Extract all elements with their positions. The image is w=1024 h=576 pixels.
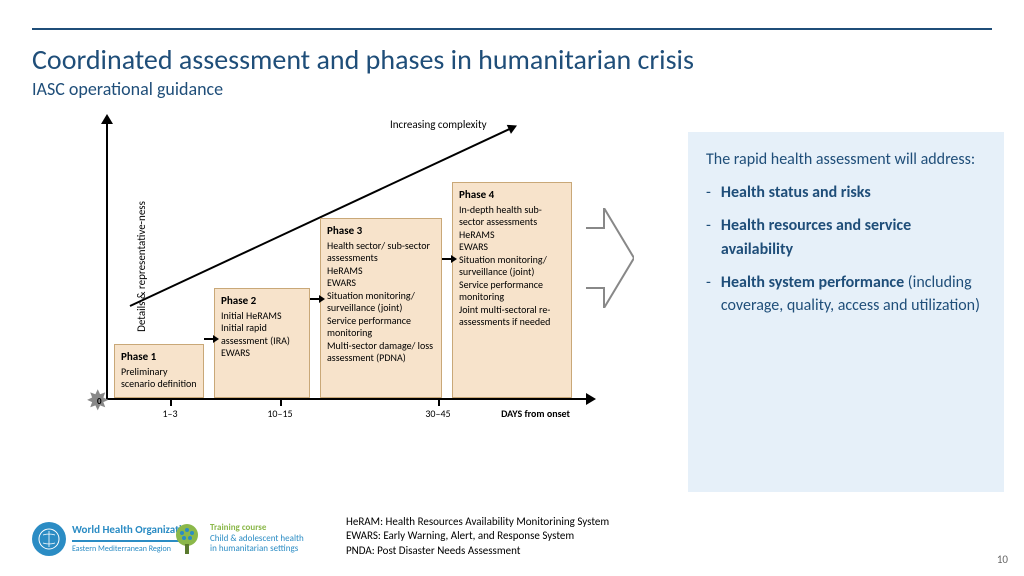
tc-line3: in humanitarian settings — [210, 544, 304, 555]
phase-body-line: Health sector/ sub-sector assessments — [327, 240, 435, 265]
info-lead: The rapid health assessment will address… — [706, 148, 986, 171]
phase-chart: Increasing complexity Details & represen… — [50, 120, 590, 440]
x-tick — [438, 398, 440, 406]
phase-body-line: Situation monitoring/ surveillance (join… — [459, 254, 565, 279]
legend-line: HeRAM: Health Resources Availability Mon… — [346, 515, 626, 529]
x-axis-label: DAYS from onset — [501, 407, 570, 420]
x-tick-label: 1–3 — [162, 407, 177, 420]
info-panel: The rapid health assessment will address… — [688, 132, 1004, 492]
y-axis-arrow-icon — [101, 114, 113, 124]
x-axis-arrow-icon — [586, 393, 596, 405]
page-title: Coordinated assessment and phases in hum… — [32, 42, 694, 77]
training-course-logo: Training course Child & adolescent healt… — [170, 522, 304, 556]
abbreviation-legend: HeRAM: Health Resources Availability Mon… — [346, 515, 626, 558]
phase-body-line: Multi-sector damage/ loss assessment (PD… — [327, 340, 435, 365]
info-item: -Health resources and service availabili… — [706, 214, 986, 260]
bullet-dash: - — [706, 181, 711, 204]
phase-title: Phase 2 — [221, 294, 303, 308]
phase-box: Phase 2Initial HeRAMSInitial rapid asses… — [214, 288, 310, 398]
y-axis — [106, 120, 108, 400]
info-item: -Health status and risks — [706, 181, 986, 204]
bullet-dash: - — [706, 271, 711, 317]
phase-body-line: Preliminary scenario definition — [121, 366, 197, 391]
y-axis-label: Details & representative-ness — [135, 201, 148, 332]
info-item-bold: Health status and risks — [721, 183, 871, 202]
complexity-label: Increasing complexity — [390, 118, 487, 131]
phase-body-line: EWARS — [221, 347, 303, 360]
x-tick — [170, 398, 172, 406]
who-emblem-icon — [32, 522, 66, 556]
phase-body-line: Initial rapid assessment (IRA) — [221, 322, 303, 347]
phase-box: Phase 1 Preliminary scenario definition — [114, 344, 204, 398]
top-rule — [32, 28, 992, 30]
info-item: -Health system performance (including co… — [706, 271, 986, 317]
origin-label: 0 — [97, 396, 102, 407]
phase-body-line: Service performance monitoring — [327, 315, 435, 340]
phase-body-line: Situation monitoring/ surveillance (join… — [327, 290, 435, 315]
x-axis — [106, 398, 590, 400]
info-item-bold: Health system performance — [721, 273, 904, 292]
tc-line1: Training course — [210, 523, 304, 534]
phase-body-line: Service performance monitoring — [459, 279, 565, 304]
phase-box: Phase 3 Health sector/ sub-sector assessm… — [320, 218, 442, 398]
phase-connector-arrow-icon — [204, 338, 214, 340]
phase-title: Phase 3 — [327, 224, 435, 238]
bullet-dash: - — [706, 214, 711, 260]
page-subtitle: IASC operational guidance — [32, 78, 223, 100]
x-tick-label: 30–45 — [425, 407, 450, 420]
phase-body-line: Joint multi-sectoral re-assessments if n… — [459, 304, 565, 329]
info-item-bold: Health resources and service availabilit… — [721, 216, 911, 258]
phase-body-line: EWARS — [327, 277, 435, 290]
legend-line: EWARS: Early Warning, Alert, and Respons… — [346, 529, 626, 543]
phase-body-line: EWARS — [459, 241, 565, 254]
x-tick-label: 10–15 — [267, 407, 292, 420]
tree-icon — [170, 522, 204, 556]
output-arrow-icon — [586, 208, 634, 313]
phase-connector-arrow-icon — [442, 258, 452, 260]
phase-title: Phase 4 — [459, 188, 565, 202]
legend-line: PNDA: Post Disaster Needs Assessment — [346, 544, 626, 558]
phase-body-line: In-depth health sub-sector assessments — [459, 204, 565, 229]
x-tick — [280, 398, 282, 406]
phase-box: Phase 4 In-depth health sub-sector assess… — [452, 182, 572, 398]
page-number: 10 — [997, 553, 1008, 566]
phase-title: Phase 1 — [121, 350, 197, 364]
phase-connector-arrow-icon — [310, 298, 320, 300]
